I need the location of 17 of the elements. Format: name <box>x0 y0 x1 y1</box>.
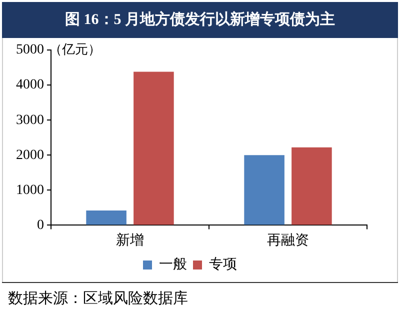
x-tick-label: 再融资 <box>267 232 309 248</box>
y-axis-title: （亿元） <box>49 41 101 56</box>
y-tick-label: 3000 <box>16 112 44 128</box>
y-tick-label: 0 <box>37 218 44 233</box>
legend-label: 一般 <box>159 256 187 273</box>
source-note: 数据来源：区域风险数据库 <box>2 282 398 308</box>
y-tick-label: 2000 <box>16 148 44 163</box>
bar <box>86 210 126 225</box>
x-tick-label: 新增 <box>116 232 144 248</box>
chart-title: 图 16：5 月地方债发行以新增专项债为主 <box>2 2 398 38</box>
bar <box>244 155 284 225</box>
bar <box>292 147 332 225</box>
y-tick-label: 5000 <box>16 42 44 58</box>
bar <box>134 72 174 225</box>
legend-label: 专项 <box>209 256 237 273</box>
y-tick-label: 4000 <box>16 78 44 93</box>
y-tick-label: 1000 <box>16 182 44 198</box>
